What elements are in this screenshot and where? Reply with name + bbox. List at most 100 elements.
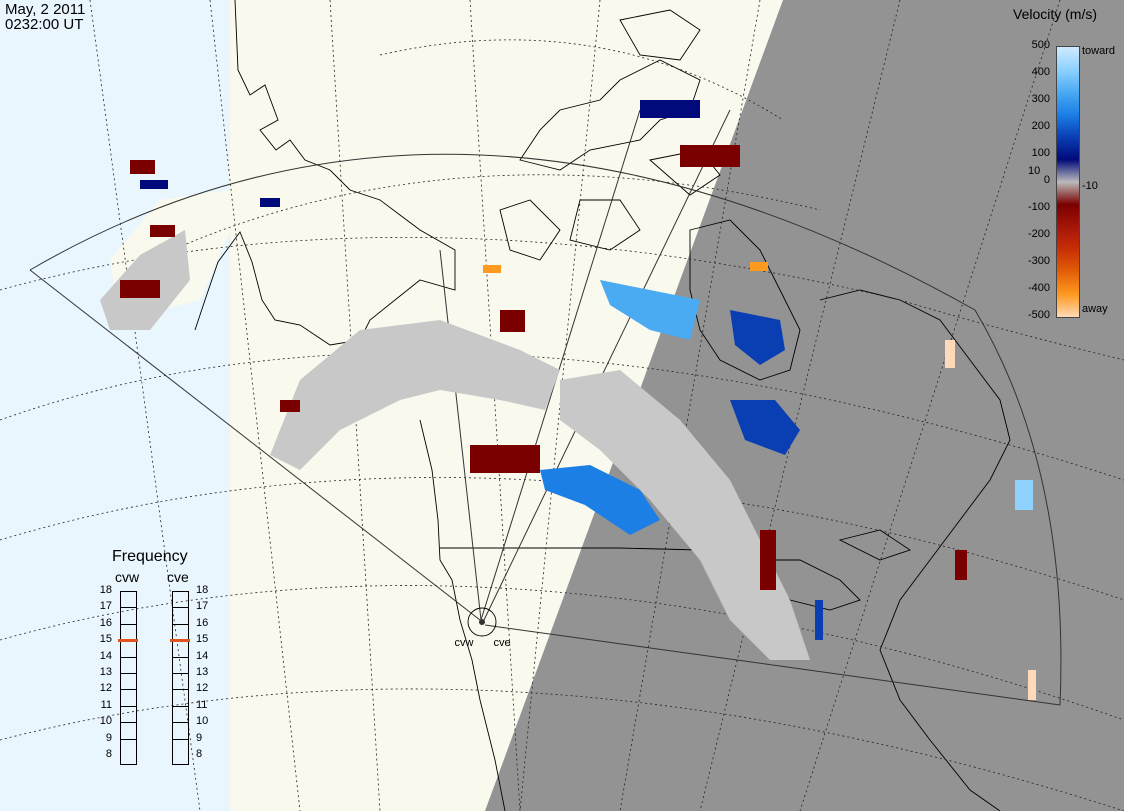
low-velocity-echo-band-west <box>270 320 560 470</box>
meridian-5 <box>699 0 901 811</box>
beam-line-1 <box>480 109 641 621</box>
frequency-tick-right: 17 <box>196 600 209 613</box>
echo-west-red-4 <box>150 225 175 237</box>
velocity-toward-label: toward <box>1082 45 1116 57</box>
frequency-bar-cell <box>121 705 136 707</box>
frequency-bar-cell <box>173 673 188 674</box>
frequency-bar-cell <box>121 656 136 658</box>
fov-left-edge <box>29 269 481 621</box>
echo-west-red-6 <box>280 400 300 412</box>
labrador-coast <box>819 289 1011 651</box>
field-of-view-outline <box>29 109 1062 706</box>
velocity-color-bar <box>1056 46 1080 318</box>
frequency-tick-right: 16 <box>196 616 209 629</box>
velocity-legend-title: Velocity (m/s) <box>1013 6 1098 22</box>
frequency-bar-cvw <box>120 591 137 765</box>
frequency-tick-right: 10 <box>196 715 209 728</box>
west-coast <box>419 419 506 811</box>
velocity-scale-label: -400 <box>1027 282 1050 294</box>
frequency-bar-cell <box>173 738 188 740</box>
echo-orange-2 <box>483 265 501 273</box>
frequency-bar-cell <box>121 607 136 609</box>
echo-far-east-blue-1 <box>1015 480 1033 510</box>
frequency-bar-cell <box>121 722 136 724</box>
frequency-bar-cell <box>121 738 136 740</box>
east-coast-usa <box>879 649 1001 811</box>
velocity-scale-label: -500 <box>1027 309 1050 321</box>
frequency-bar-cell <box>173 722 188 724</box>
frequency-bar-cell <box>173 623 188 625</box>
time-label: 0232:00 UT <box>5 16 84 33</box>
echo-south-blue-1 <box>815 600 823 640</box>
frequency-tick-right: 18 <box>196 584 209 596</box>
echo-blue-streak-center <box>540 465 660 535</box>
frequency-tick-right: 8 <box>196 748 203 760</box>
hudson-bay <box>689 219 801 381</box>
radar-echoes <box>100 100 1036 700</box>
echo-west-red-1 <box>470 445 540 473</box>
velocity-legend: Velocity (m/s) 500 400 300 200 100 0 -100 -200 -… <box>1006 4 1124 324</box>
frequency-bar-cell <box>121 623 136 625</box>
velocity-away-label: away <box>1082 303 1108 315</box>
velocity-scale-label: -200 <box>1027 228 1050 240</box>
fov-arc-outer <box>29 153 1062 706</box>
frequency-bar-cell <box>121 689 136 691</box>
frequency-panel: Frequency cvw cve 18 17 16 15 14 13 12 11 10 9 8 1… <box>82 549 212 771</box>
velocity-scale-label: -300 <box>1027 255 1050 267</box>
frequency-tick-left: 12 <box>99 682 112 695</box>
echo-west-red-2 <box>120 280 160 298</box>
meridian-2 <box>519 0 601 811</box>
echo-blue-streak-north <box>600 280 700 340</box>
echo-north-blue-1 <box>640 100 700 118</box>
latitude-circle-6 <box>0 585 1124 721</box>
frequency-bar-cell <box>173 689 188 691</box>
frequency-tick-left: 18 <box>99 584 112 596</box>
velocity-scale-label: 0 <box>1043 174 1050 186</box>
echo-far-east-red-1 <box>955 550 967 580</box>
frequency-tick-right: 14 <box>196 649 209 662</box>
frequency-tick-left: 9 <box>105 731 112 744</box>
latitude-circle-3 <box>0 236 1124 361</box>
frequency-bar-cell <box>121 673 136 674</box>
radar-site-dot <box>479 619 485 625</box>
frequency-tick-left: 10 <box>99 715 112 728</box>
alaska-coastline <box>194 0 456 346</box>
radar-site-label-cvw: cvw <box>455 637 474 649</box>
velocity-inner-label-positive: 10 <box>1028 165 1041 177</box>
frequency-tick-right: 13 <box>196 666 209 678</box>
echo-south-red-1 <box>760 530 776 590</box>
echo-far-east-pale-1 <box>945 340 955 368</box>
echo-blue-streak-bay <box>730 310 785 365</box>
latitude-circle-7 <box>0 688 1124 811</box>
radar-label-cve: cve <box>167 569 189 585</box>
echo-far-east-pale-2 <box>1028 670 1036 700</box>
radar-site-markers: cvw cve <box>455 607 511 649</box>
frequency-tick-left: 15 <box>99 633 112 646</box>
arctic-islands <box>499 9 721 261</box>
frequency-tick-left: 14 <box>99 649 112 662</box>
echo-west-blue-1 <box>140 180 168 189</box>
radar-site-label-cve: cve <box>493 637 510 649</box>
frequency-tick-right: 11 <box>196 698 208 711</box>
meridian-6 <box>799 0 1061 811</box>
frequency-bar-cve <box>172 591 189 765</box>
fov-bottom-edge <box>484 624 1061 706</box>
frequency-tick-left: 16 <box>99 616 112 629</box>
frequency-tick-left: 8 <box>105 748 112 760</box>
frequency-marker-cvw <box>118 639 138 643</box>
velocity-scale-label: 300 <box>1031 93 1050 105</box>
frequency-bar-cell <box>173 607 188 609</box>
frequency-tick-right: 15 <box>196 633 209 646</box>
low-velocity-echo-band-east <box>560 370 810 660</box>
frequency-tick-left: 11 <box>100 698 112 711</box>
echo-blue-streak-east <box>730 400 800 455</box>
velocity-scale-label: 400 <box>1031 66 1050 78</box>
echo-orange-1 <box>750 262 768 271</box>
echo-north-red-1 <box>680 145 740 167</box>
echo-west-red-5 <box>500 310 525 332</box>
beam-line-3 <box>439 249 482 621</box>
velocity-scale-label: 200 <box>1031 120 1050 132</box>
frequency-bar-cell <box>173 705 188 707</box>
velocity-inner-label-negative: -10 <box>1082 180 1098 192</box>
